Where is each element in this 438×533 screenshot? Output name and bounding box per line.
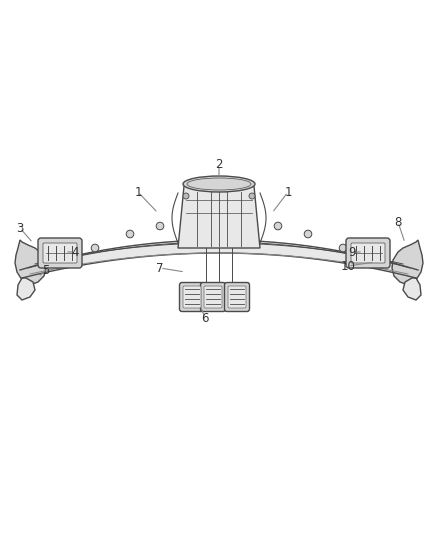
Polygon shape	[17, 278, 35, 300]
Text: 1: 1	[134, 185, 142, 198]
Polygon shape	[178, 186, 260, 248]
Text: 9: 9	[348, 246, 356, 259]
FancyBboxPatch shape	[201, 282, 226, 311]
FancyBboxPatch shape	[204, 286, 222, 308]
Text: 8: 8	[394, 215, 402, 229]
FancyBboxPatch shape	[38, 238, 82, 268]
Text: 4: 4	[71, 246, 79, 259]
Circle shape	[126, 230, 134, 238]
Circle shape	[91, 244, 99, 252]
Polygon shape	[20, 240, 418, 278]
Text: 5: 5	[42, 263, 49, 277]
FancyBboxPatch shape	[180, 282, 205, 311]
Text: 7: 7	[156, 262, 164, 274]
Text: 10: 10	[341, 260, 356, 272]
FancyBboxPatch shape	[351, 243, 385, 263]
FancyBboxPatch shape	[228, 286, 246, 308]
Circle shape	[339, 244, 347, 252]
Circle shape	[156, 222, 164, 230]
Text: 2: 2	[215, 158, 223, 172]
Ellipse shape	[183, 176, 255, 192]
Text: 1: 1	[284, 185, 292, 198]
Polygon shape	[15, 240, 46, 285]
Text: 3: 3	[16, 222, 24, 235]
Polygon shape	[403, 278, 421, 300]
Text: 6: 6	[201, 311, 209, 325]
Circle shape	[249, 193, 255, 199]
Circle shape	[274, 222, 282, 230]
Circle shape	[304, 230, 312, 238]
FancyBboxPatch shape	[225, 282, 250, 311]
Circle shape	[183, 193, 189, 199]
FancyBboxPatch shape	[43, 243, 77, 263]
FancyBboxPatch shape	[183, 286, 201, 308]
Polygon shape	[392, 240, 423, 285]
FancyBboxPatch shape	[346, 238, 390, 268]
